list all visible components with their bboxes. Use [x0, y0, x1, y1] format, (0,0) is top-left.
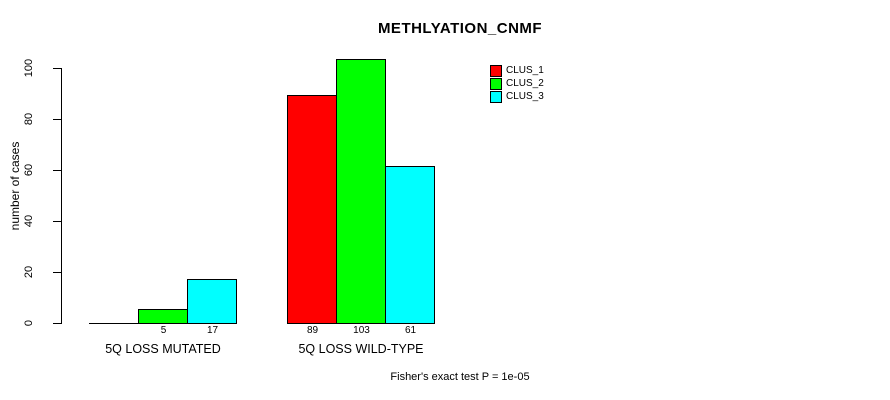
- bar-value-label: 17: [206, 325, 219, 336]
- y-axis-tick: [53, 68, 61, 69]
- bar-clus_3-group1: [187, 279, 237, 324]
- bar-clus_2-group2: [336, 59, 386, 324]
- y-axis-tick-label: 60: [23, 163, 35, 177]
- legend-label-clus_1: CLUS_1: [506, 65, 544, 76]
- bar-clus_2-group1: [138, 309, 188, 324]
- y-axis-tick: [53, 272, 61, 273]
- y-axis-tick: [53, 323, 61, 324]
- y-axis-tick-label: 40: [23, 214, 35, 228]
- bar-value-label: 5: [160, 325, 167, 336]
- bar-clus_3-group2: [385, 166, 435, 324]
- legend-swatch-clus_2: [490, 78, 502, 90]
- legend-swatch-clus_1: [490, 65, 502, 77]
- legend-label-clus_2: CLUS_2: [506, 78, 544, 89]
- legend-label-clus_3: CLUS_3: [506, 91, 544, 102]
- bar-value-label: 103: [353, 325, 370, 336]
- y-axis-tick: [53, 170, 61, 171]
- annotation-fishers-test: Fisher's exact test P = 1e-05: [390, 371, 530, 383]
- y-axis-tick-label: 0: [23, 319, 35, 327]
- chart-title: METHLYATION_CNMF: [377, 20, 543, 37]
- category-label: 5Q LOSS MUTATED: [105, 342, 221, 356]
- y-axis-label: number of cases: [8, 141, 22, 231]
- y-axis-tick-label: 80: [23, 112, 35, 126]
- y-axis-tick-label: 20: [23, 265, 35, 279]
- bar-clus_1-group2: [287, 95, 337, 324]
- legend-swatch-clus_3: [490, 91, 502, 103]
- bar-value-label: 61: [404, 325, 417, 336]
- y-axis-tick: [53, 119, 61, 120]
- category-label: 5Q LOSS WILD-TYPE: [298, 342, 424, 356]
- y-axis-tick-label: 100: [23, 58, 35, 78]
- bar-value-label: 89: [306, 325, 319, 336]
- y-axis-tick: [53, 221, 61, 222]
- y-axis-line: [61, 68, 62, 324]
